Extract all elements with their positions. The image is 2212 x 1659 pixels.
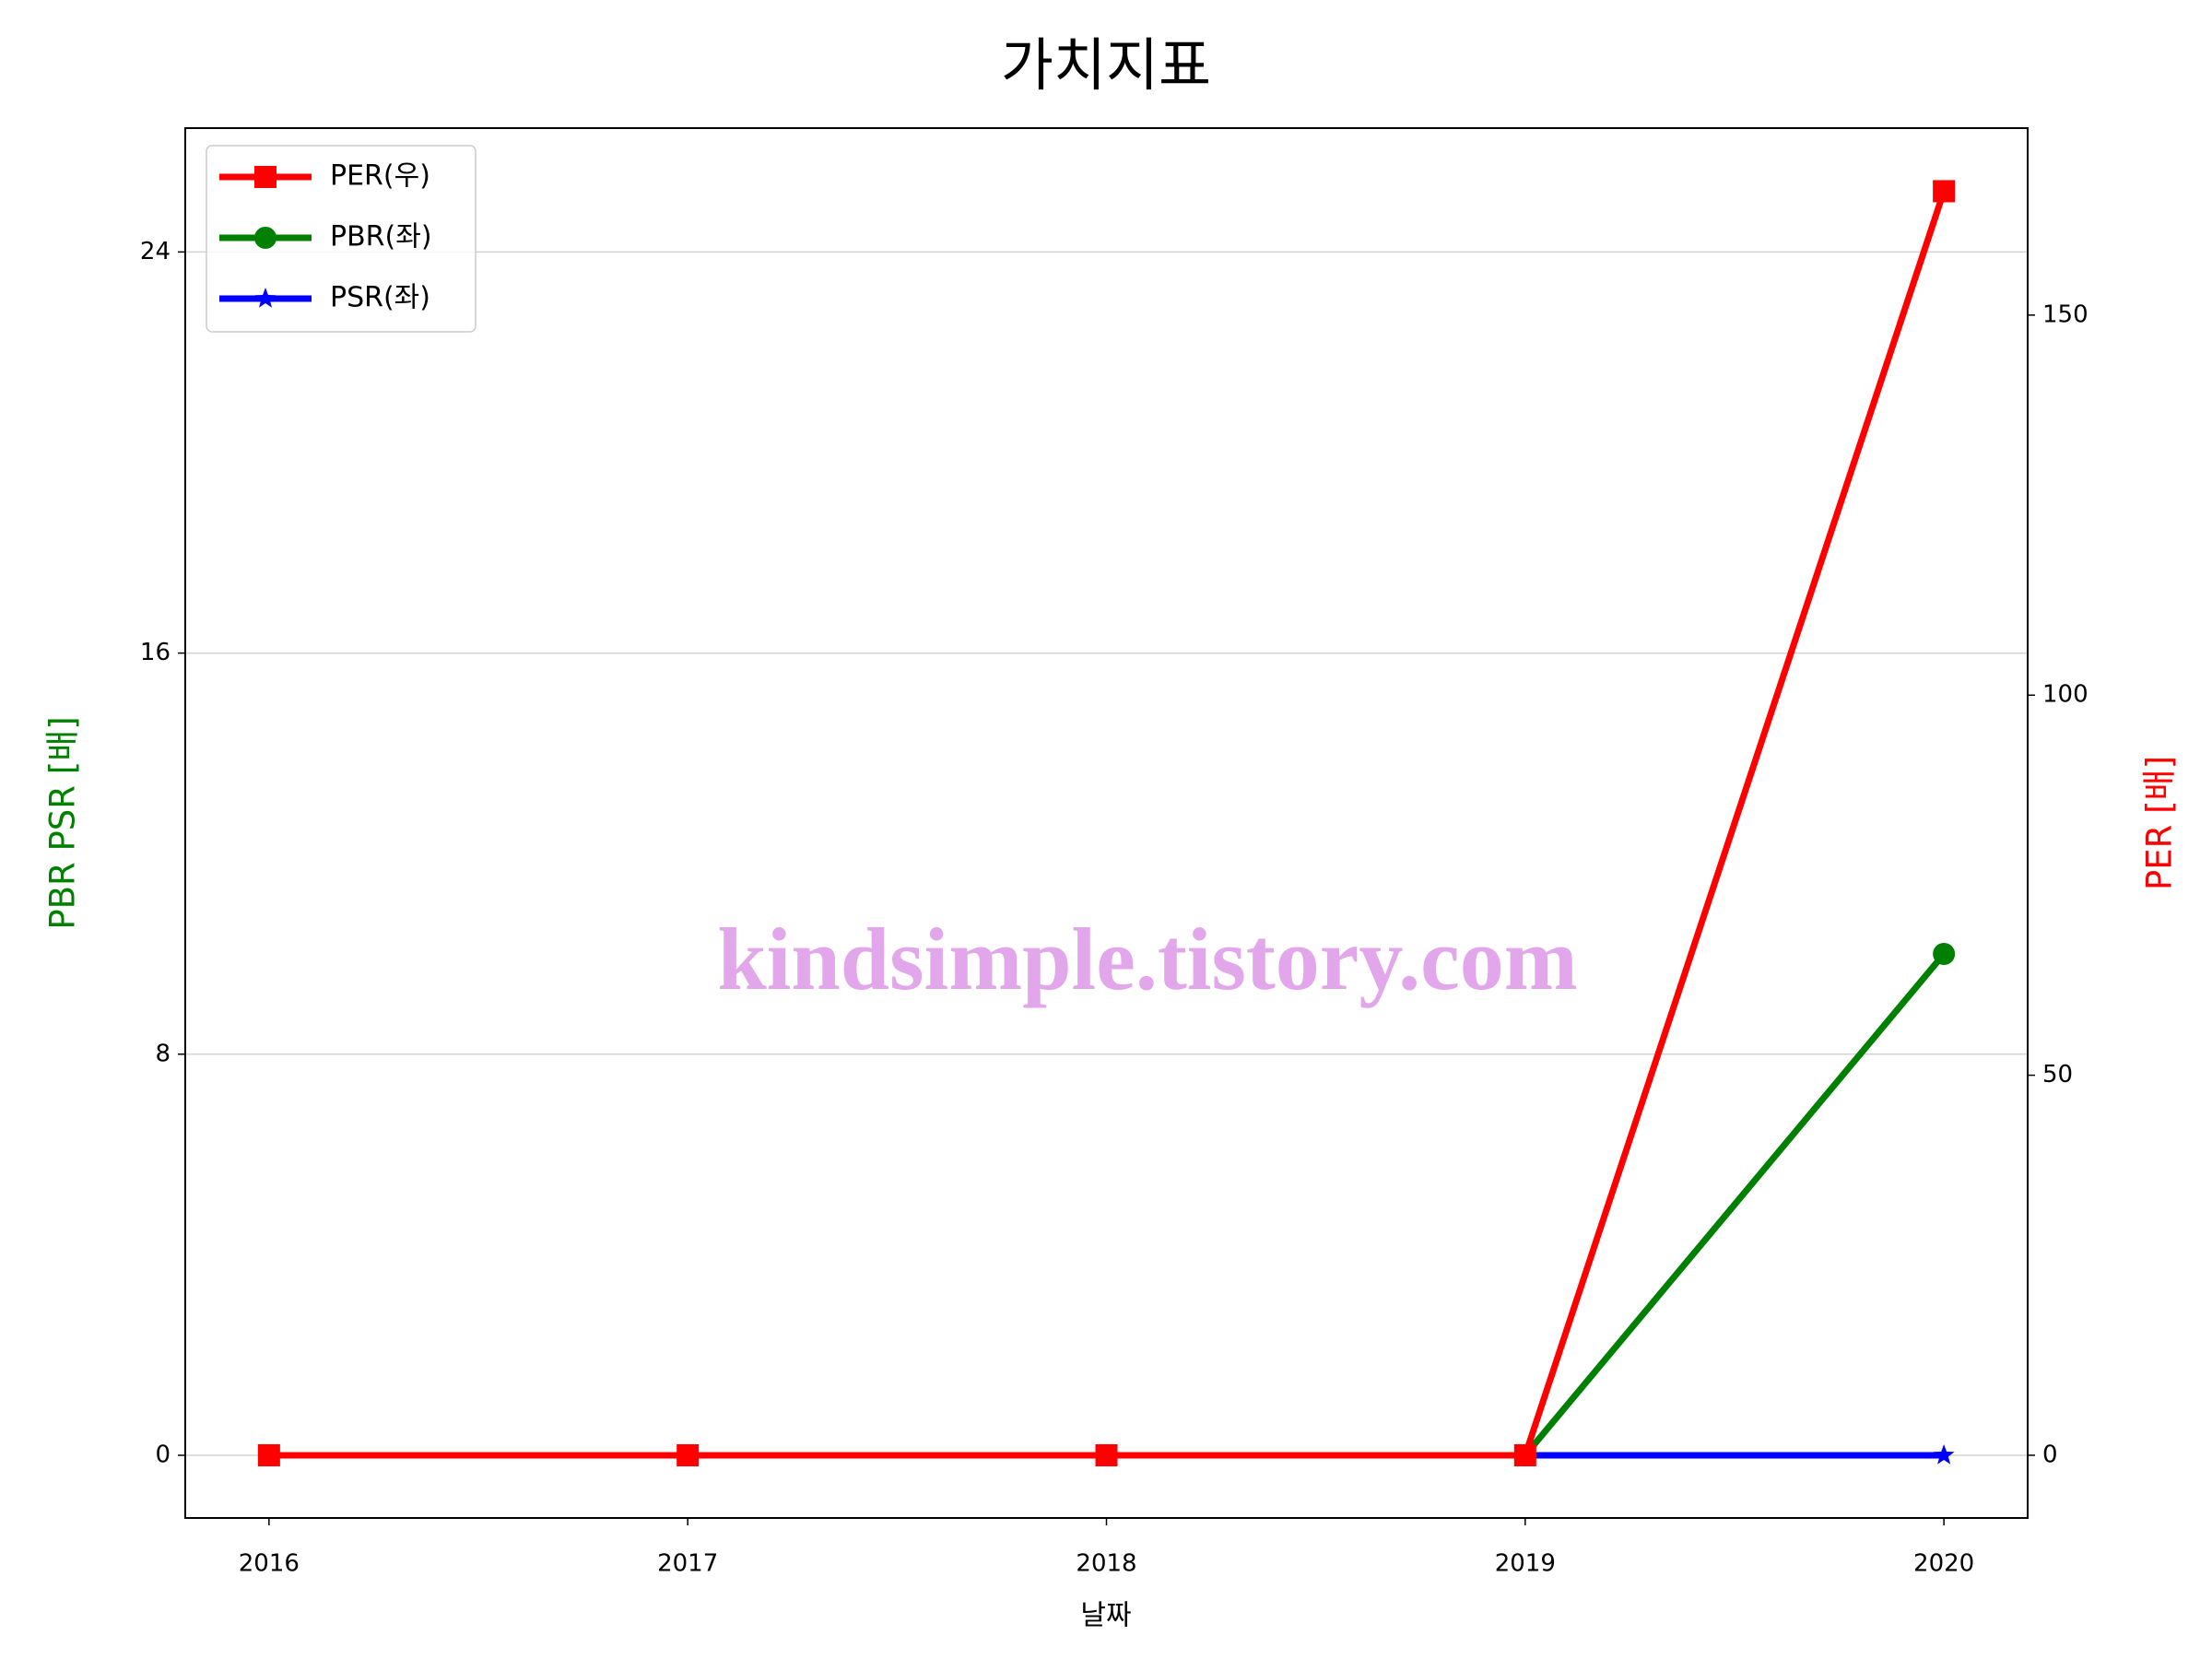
x-tick-label: 2018	[1076, 1550, 1136, 1578]
x-axis-label: 날짜	[1080, 1600, 1131, 1632]
plot-frame	[184, 127, 2029, 1519]
legend-box	[206, 145, 477, 333]
legend-marker	[254, 227, 276, 249]
y2-tick-label: 150	[2042, 300, 2088, 328]
marker	[1513, 1443, 1536, 1466]
y-tick-label: 16	[140, 639, 171, 666]
x-tick-label: 2020	[1913, 1550, 1974, 1578]
y-tick-label: 24	[140, 238, 171, 265]
legend-label: PER(우)	[330, 160, 430, 193]
y-axis-label: PBR PSR [배]	[43, 716, 83, 929]
chart-title: 가치지표	[1001, 31, 1211, 99]
marker	[1095, 1443, 1118, 1466]
y2-tick-label: 50	[2042, 1061, 2073, 1088]
legend-marker	[254, 288, 276, 308]
marker	[677, 1443, 700, 1466]
y2-tick-label: 100	[2042, 681, 2088, 709]
marker	[1933, 180, 1956, 203]
legend-label: PBR(좌)	[330, 221, 432, 253]
legend-marker	[254, 166, 276, 188]
marker	[1933, 942, 1956, 965]
x-tick-label: 2017	[657, 1550, 718, 1578]
legend-label: PSR(좌)	[330, 282, 430, 314]
y2-tick-label: 0	[2042, 1441, 2058, 1468]
y-tick-label: 8	[155, 1040, 171, 1067]
x-tick-label: 2019	[1495, 1550, 1556, 1578]
marker	[1933, 1443, 1955, 1465]
watermark: kindsimple.tistory.com	[717, 910, 1577, 1008]
marker	[257, 1443, 280, 1466]
y-tick-label: 0	[155, 1441, 171, 1468]
y2-axis-label: PER [배]	[2140, 756, 2180, 890]
x-tick-label: 2016	[239, 1550, 300, 1578]
